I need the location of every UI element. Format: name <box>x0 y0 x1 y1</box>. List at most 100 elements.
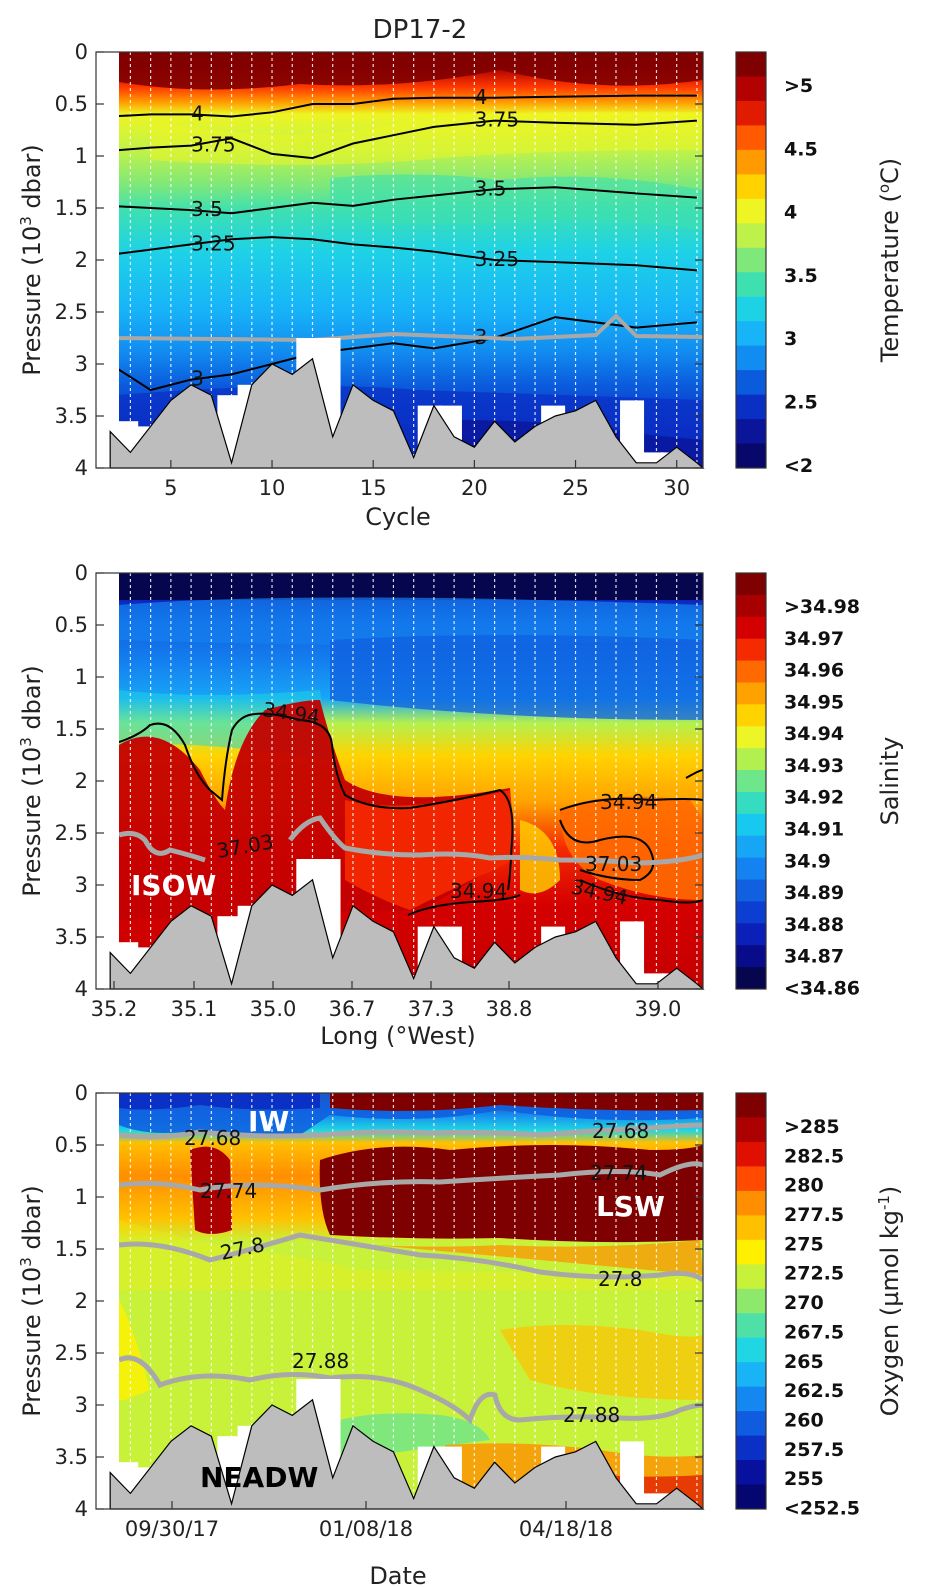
colorbar-tick-label: 262.5 <box>784 1380 844 1402</box>
y-tick-label: 2.5 <box>55 1341 88 1365</box>
colorbar-swatch <box>736 370 766 396</box>
salinity-axis-ticks: 0 0.5 1 1.5 2 2.5 3 3.5 435.2 35.1 35.0 36.7 37.3 38.… <box>55 561 703 1021</box>
y-tick-label: 3.5 <box>55 404 88 428</box>
colorbar-swatch <box>736 945 766 968</box>
y-tick-label: 0.5 <box>55 1133 88 1157</box>
colorbar-swatch <box>736 594 766 618</box>
colorbar-swatch <box>736 52 766 77</box>
y-tick-label: 2 <box>75 1289 88 1313</box>
temperature-contour <box>119 186 697 215</box>
y-tick-label: 1.5 <box>55 1237 88 1261</box>
colorbar-tick-label: 272.5 <box>784 1263 844 1285</box>
y-tick-label: 2.5 <box>55 300 88 324</box>
x-tick-label: 36.7 <box>329 997 376 1021</box>
colorbar-swatch <box>736 1190 766 1216</box>
colorbar-swatch <box>736 857 766 881</box>
seafloor-polygon <box>109 1398 705 1510</box>
x-tick-label: 25 <box>562 476 589 500</box>
temperature-contour-label: 4 <box>191 101 204 125</box>
bathymetry <box>109 859 705 990</box>
colorbar-swatch <box>736 1093 766 1118</box>
colorbar-tick-label: 257.5 <box>784 1439 844 1461</box>
y-tick-label: 3 <box>75 1393 88 1417</box>
colorbar-tick-label: 282.5 <box>784 1145 844 1167</box>
colorbar-tick-label: 277.5 <box>784 1204 844 1226</box>
temperature-contour-label: 3.75 <box>191 133 236 157</box>
colorbar-tick-label: 34.94 <box>784 723 844 745</box>
colorbar-tick-label: 34.89 <box>784 882 844 904</box>
oxygen-ylabel: Pressure (103 dbar) <box>17 1185 46 1417</box>
colorbar-swatch <box>736 1337 766 1363</box>
colorbar-swatch <box>736 660 766 683</box>
colorbar-frame <box>735 572 767 990</box>
y-tick-label: 3 <box>75 352 88 376</box>
salinity-colorbar: >34.98 34.97 34.96 34.95 34.94 34.93 34.92 34.9… <box>735 572 860 999</box>
colorbar-swatch <box>736 1239 766 1265</box>
temperature-contour-label: 3.75 <box>475 108 520 132</box>
y-tick-label: 4 <box>75 456 88 480</box>
colorbar-swatch <box>736 223 766 249</box>
oxygen-axis-ticks: 0 0.5 1 1.5 2 2.5 3 3.5 4 09/30/17 01/08/18 04/18/1… <box>55 1081 703 1541</box>
y-tick-label: 3 <box>75 873 88 897</box>
y-tick-label: 0.5 <box>55 92 88 116</box>
temperature-ylabel: Pressure (103 dbar) <box>17 144 46 376</box>
colorbar-tick-label: 260 <box>784 1409 824 1431</box>
temperature-contour-label: 3 <box>191 367 204 391</box>
temperature-contour <box>119 119 697 160</box>
x-tick-label: 09/30/17 <box>125 1517 219 1541</box>
colorbar-tick-label: 270 <box>784 1292 824 1314</box>
x-tick-label: 5 <box>164 476 177 500</box>
y-tick-label: 3.5 <box>55 925 88 949</box>
temperature-contour <box>119 316 698 392</box>
oxygen-colorbar-label: Oxygen (µmol kg-1) <box>875 1186 904 1417</box>
x-tick-label: 10 <box>259 476 286 500</box>
colorbar-swatch <box>736 1362 766 1388</box>
neadw-label: NEADW <box>200 1461 318 1494</box>
colorbar-swatch <box>736 1215 766 1241</box>
colorbar-swatch <box>736 321 766 347</box>
colorbar-swatch <box>736 1166 766 1192</box>
bathymetry <box>109 338 705 469</box>
colorbar-swatch <box>736 100 766 126</box>
colorbar-tick-label: 2.5 <box>784 392 818 414</box>
y-tick-label: 1.5 <box>55 717 88 741</box>
seafloor-polygon <box>109 357 705 469</box>
colorbar-swatch <box>736 726 766 749</box>
salinity-contour-label-2: 34.94 <box>450 879 507 903</box>
colorbar-tick-label: >5 <box>784 75 813 97</box>
colorbar-swatch <box>736 1288 766 1314</box>
y-tick-label: 1 <box>75 1185 88 1209</box>
y-tick-label: 4 <box>75 1497 88 1521</box>
y-tick-label: 0.5 <box>55 613 88 637</box>
isopycnal-label-278-b: 27.8 <box>598 1267 643 1291</box>
colorbar-frame <box>735 1092 767 1510</box>
lsw-label: LSW <box>596 1190 665 1223</box>
colorbar-swatch <box>736 394 766 420</box>
temperature-contour-label: 3.5 <box>191 197 223 221</box>
iw-label: IW <box>248 1105 289 1138</box>
x-tick-label: 35.1 <box>171 997 218 1021</box>
colorbar-swatch <box>736 1264 766 1290</box>
colorbar-tick-label: 34.93 <box>784 755 844 777</box>
colorbar-swatch <box>736 1484 766 1510</box>
y-tick-label: 0 <box>75 40 88 64</box>
temperature-contour <box>119 236 698 272</box>
colorbar-frame <box>735 51 767 469</box>
oxygen-isopycnals <box>119 1122 703 1425</box>
colorbar-swatch <box>736 791 766 815</box>
x-tick-label: 35.0 <box>250 997 297 1021</box>
colorbar-swatch <box>736 770 766 793</box>
y-tick-label: 1 <box>75 665 88 689</box>
salinity-xlabel: Long (°West) <box>320 1022 475 1050</box>
y-tick-label: 2.5 <box>55 821 88 845</box>
colorbar-swatch <box>736 1386 766 1412</box>
colorbar-swatch <box>736 1435 766 1461</box>
colorbar-swatch <box>736 419 766 445</box>
salinity-colorbar-label: Salinity <box>876 737 904 826</box>
isopycnal-label-2788-a: 27.88 <box>292 1349 349 1373</box>
colorbar-swatch <box>736 638 766 662</box>
colorbar-swatch <box>736 1313 766 1339</box>
